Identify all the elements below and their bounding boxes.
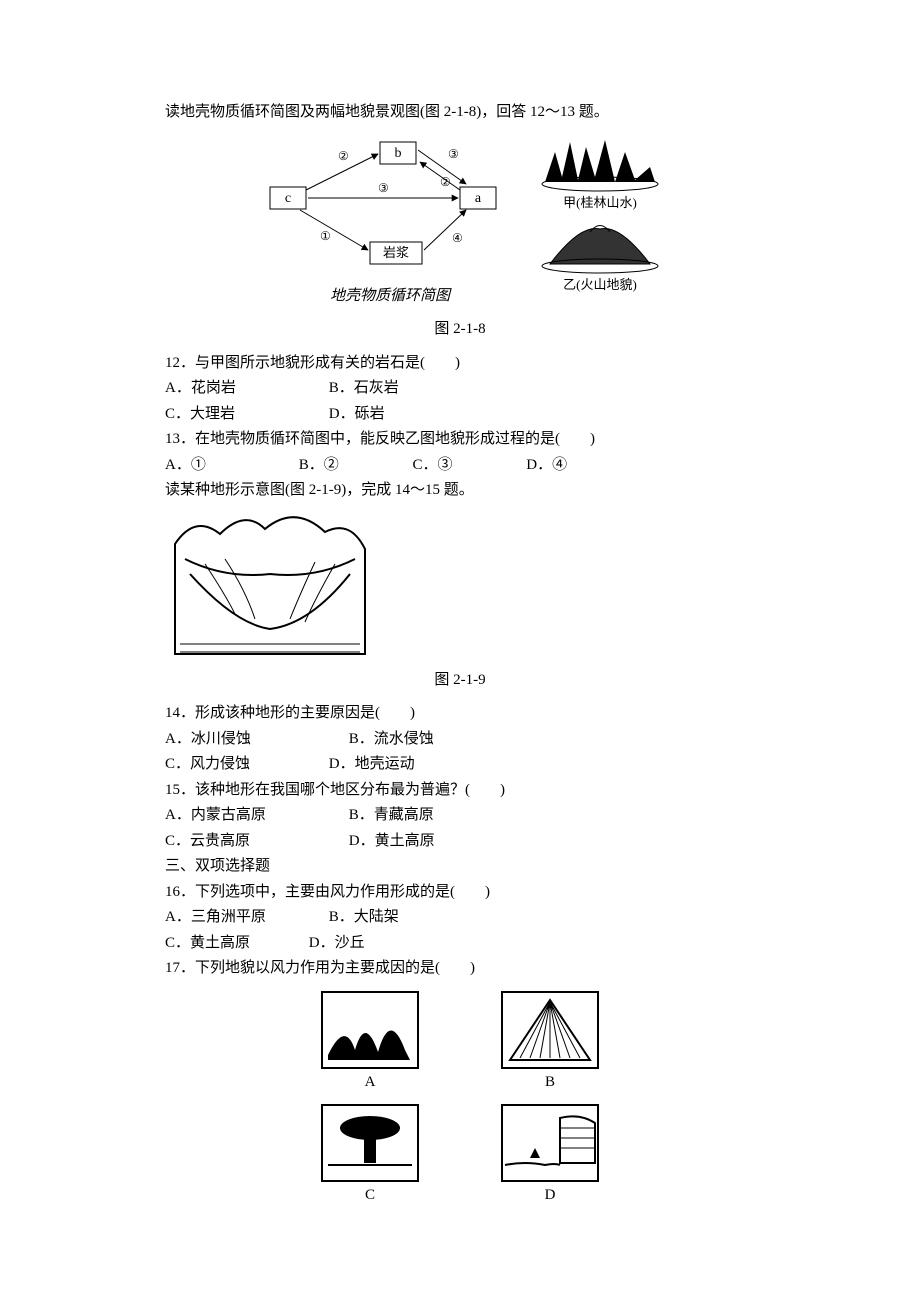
q12-row2: C．大理岩 D．砾岩 <box>165 402 755 428</box>
q14-stem: 14．形成该种地形的主要原因是( ) <box>165 701 755 727</box>
q12-row1: A．花岗岩 B．石灰岩 <box>165 376 755 402</box>
q13-c: C．③ <box>413 453 523 479</box>
q14-d: D．地壳运动 <box>329 756 415 772</box>
q14-row1: A．冰川侵蚀 B．流水侵蚀 <box>165 727 755 753</box>
q16-d: D．沙丘 <box>309 935 365 951</box>
q12-c: C．大理岩 <box>165 402 325 428</box>
figure-2-1-8: b c a 岩浆 ② ③ ② ③ ① ④ 地壳物质循环简图 <box>165 132 755 312</box>
intro-14-15: 读某种地形示意图(图 2-1-9)，完成 14～15 题。 <box>165 478 755 504</box>
q14-b: B．流水侵蚀 <box>349 731 434 747</box>
q13-b: B．② <box>299 453 409 479</box>
q14-row2: C．风力侵蚀 D．地壳运动 <box>165 752 755 778</box>
svg-text:③: ③ <box>448 147 459 161</box>
svg-text:a: a <box>475 191 482 206</box>
svg-text:b: b <box>395 146 402 161</box>
q17-label-d: D <box>500 1183 600 1209</box>
q14-a: A．冰川侵蚀 <box>165 727 345 753</box>
q16-stem: 16．下列选项中，主要由风力作用形成的是( ) <box>165 880 755 906</box>
q17-label-a: A <box>320 1070 420 1096</box>
q15-stem: 15．该种地形在我国哪个地区分布最为普遍？( ) <box>165 778 755 804</box>
q16-row2: C．黄土高原 D．沙丘 <box>165 931 755 957</box>
q13-d: D．④ <box>526 457 567 473</box>
q13-opts: A．① B．② C．③ D．④ <box>165 453 755 479</box>
karst-sketch <box>540 132 660 192</box>
landscape-column: 甲(桂林山水) 乙(火山地貌) <box>540 132 660 296</box>
q13-stem: 13．在地壳物质循环简图中，能反映乙图地貌形成过程的是( ) <box>165 427 755 453</box>
q15-row1: A．内蒙古高原 B．青藏高原 <box>165 803 755 829</box>
q15-b: B．青藏高原 <box>349 807 434 823</box>
q17-label-c: C <box>320 1183 420 1209</box>
q12-b: B．石灰岩 <box>329 380 399 396</box>
q17-stem: 17．下列地貌以风力作用为主要成因的是( ) <box>165 956 755 982</box>
q12-d: D．砾岩 <box>329 406 385 422</box>
fig-2-1-8-label: 图 2-1-8 <box>165 317 755 343</box>
q17-img-b: B <box>500 990 600 1096</box>
volcano-sketch <box>540 214 660 274</box>
svg-text:岩浆: 岩浆 <box>383 245 409 260</box>
q17-row-2: C D <box>165 1103 755 1209</box>
cycle-diagram: b c a 岩浆 ② ③ ② ③ ① ④ 地壳物质循环简图 <box>260 132 520 312</box>
q17-img-c: C <box>320 1103 420 1209</box>
intro-12-13: 读地壳物质循环简图及两幅地貌景观图(图 2-1-8)，回答 12～13 题。 <box>165 100 755 126</box>
svg-text:②: ② <box>440 175 451 189</box>
q14-c: C．风力侵蚀 <box>165 752 325 778</box>
svg-text:④: ④ <box>452 231 463 245</box>
q16-b: B．大陆架 <box>329 909 399 925</box>
q15-d: D．黄土高原 <box>349 833 435 849</box>
svg-text:①: ① <box>320 229 331 243</box>
fig-2-1-9-label: 图 2-1-9 <box>165 668 755 694</box>
q16-c: C．黄土高原 <box>165 931 305 957</box>
q12-a: A．花岗岩 <box>165 376 325 402</box>
q15-a: A．内蒙古高原 <box>165 803 345 829</box>
q15-c: C．云贵高原 <box>165 829 345 855</box>
q12-stem: 12．与甲图所示地貌形成有关的岩石是( ) <box>165 351 755 377</box>
jia-label: 甲(桂林山水) <box>540 192 660 214</box>
yi-label: 乙(火山地貌) <box>540 274 660 296</box>
svg-text:②: ② <box>338 149 349 163</box>
q16-a: A．三角洲平原 <box>165 905 325 931</box>
q17-img-d: D <box>500 1103 600 1209</box>
q17-img-a: A <box>320 990 420 1096</box>
q15-row2: C．云贵高原 D．黄土高原 <box>165 829 755 855</box>
q13-a: A．① <box>165 453 295 479</box>
svg-text:c: c <box>285 191 291 206</box>
q17-label-b: B <box>500 1070 600 1096</box>
cycle-caption: 地壳物质循环简图 <box>260 284 520 310</box>
figure-2-1-9 <box>165 504 755 664</box>
section-3: 三、双项选择题 <box>165 854 755 880</box>
q17-row-1: A B <box>165 990 755 1096</box>
svg-text:③: ③ <box>378 181 389 195</box>
q16-row1: A．三角洲平原 B．大陆架 <box>165 905 755 931</box>
